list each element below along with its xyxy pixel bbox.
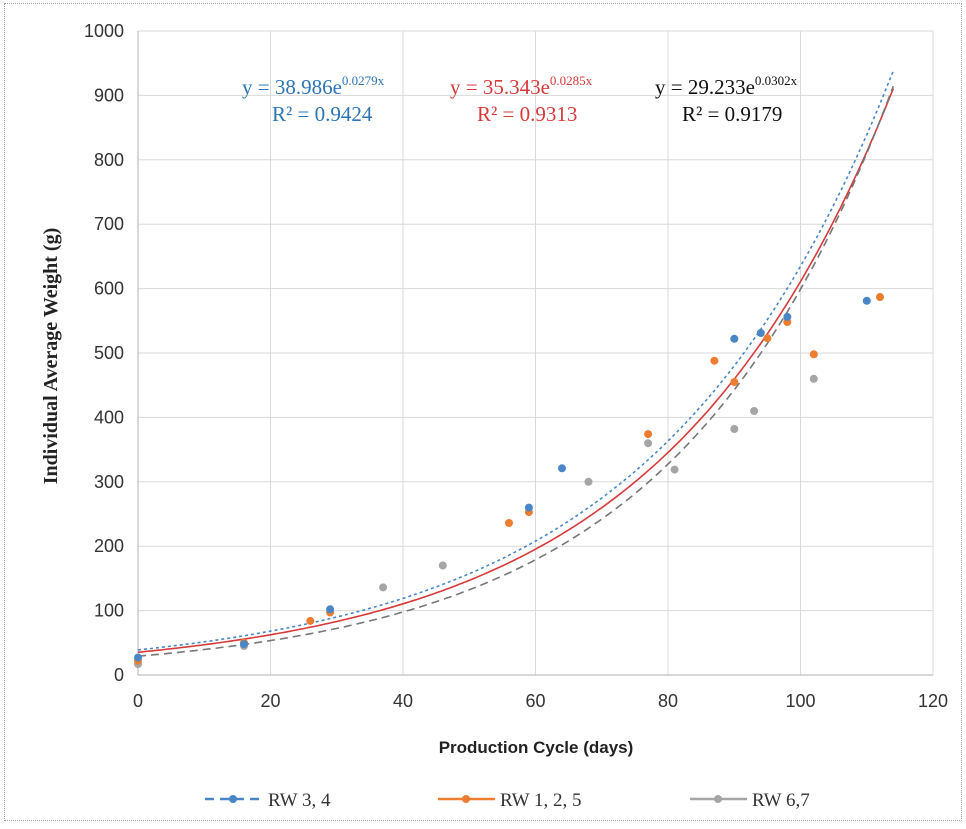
equation-rw67: y = 29.233e0.0302x R² = 0.9179 (655, 73, 798, 126)
y-tick-label: 0 (114, 665, 124, 685)
data-points (134, 293, 884, 669)
y-tick-label: 300 (94, 472, 124, 492)
y-tick-label: 500 (94, 343, 124, 363)
data-point (750, 407, 759, 415)
legend-item-rw67: RW 6,7 (690, 790, 810, 811)
trendlines (137, 70, 895, 657)
x-axis-title: Production Cycle (days) (439, 738, 634, 757)
equation-rw34-formula: y = 38.986e0.0279x (242, 73, 385, 99)
x-tick-label: 100 (785, 691, 815, 711)
data-point (876, 293, 884, 301)
legend-marker-rw67 (714, 795, 722, 803)
y-axis-title: Individual Average Weight (g) (40, 228, 62, 485)
data-point (584, 477, 593, 486)
data-point (783, 312, 792, 321)
y-tick-label: 900 (94, 85, 124, 105)
equation-rw67-r2: R² = 0.9179 (682, 102, 782, 126)
trendline-rw-6-7 (137, 85, 895, 657)
chart-frame (4, 3, 962, 821)
equation-rw125: y = 35.343e0.0285x R² = 0.9313 (450, 73, 593, 126)
legend-marker-rw125 (462, 795, 470, 803)
legend-item-rw34: RW 3, 4 (205, 790, 331, 811)
legend-label-rw125: RW 1, 2, 5 (500, 790, 581, 811)
data-point (379, 583, 388, 592)
data-point (306, 616, 315, 625)
equation-rw125-r2: R² = 0.9313 (477, 102, 577, 126)
y-tick-label: 100 (94, 601, 124, 621)
equation-rw67-formula: y = 29.233e0.0302x (655, 73, 798, 99)
legend-item-rw125: RW 1, 2, 5 (438, 790, 581, 811)
data-point (710, 356, 719, 365)
x-tick-label: 80 (658, 691, 678, 711)
equation-rw125-formula: y = 35.343e0.0285x (450, 73, 593, 99)
data-point (524, 503, 533, 512)
x-tick-label: 120 (918, 691, 948, 711)
data-point (558, 464, 566, 473)
data-point (756, 329, 765, 337)
y-tick-label: 200 (94, 536, 124, 556)
y-tick-label: 600 (94, 279, 124, 299)
legend: RW 3, 4 RW 1, 2, 5 RW 6,7 (205, 790, 810, 811)
data-point (438, 561, 447, 570)
equation-rw34: y = 38.986e0.0279x R² = 0.9424 (242, 73, 385, 126)
trendline-rw-3-4 (137, 70, 895, 651)
data-point (730, 425, 739, 433)
legend-label-rw34: RW 3, 4 (268, 790, 331, 811)
y-axis-tick-labels: 0 100 200 300 400 500 600 700 800 900 1000 (84, 21, 124, 685)
x-tick-label: 60 (525, 691, 545, 711)
gridlines (138, 30, 934, 675)
data-point (644, 439, 653, 448)
data-point (809, 350, 818, 359)
legend-label-rw67: RW 6,7 (752, 790, 810, 811)
x-tick-label: 0 (133, 691, 143, 711)
y-tick-label: 800 (94, 150, 124, 170)
data-point (240, 640, 248, 649)
data-point (505, 519, 513, 527)
data-point (644, 430, 653, 439)
x-tick-label: 40 (393, 691, 413, 711)
data-point (134, 653, 142, 662)
x-tick-label: 20 (260, 691, 280, 711)
data-point (730, 378, 739, 386)
data-point (326, 605, 335, 614)
data-point (763, 334, 772, 343)
y-tick-label: 700 (94, 214, 124, 234)
equation-rw34-r2: R² = 0.9424 (272, 102, 373, 126)
x-axis-tick-labels: 0 20 40 60 80 100 120 (133, 691, 948, 711)
data-point (670, 465, 679, 474)
data-point (809, 374, 818, 383)
data-point (730, 334, 739, 343)
data-point (862, 296, 871, 305)
y-tick-label: 400 (94, 407, 124, 427)
legend-marker-rw34 (229, 795, 237, 803)
y-tick-label: 1000 (84, 21, 124, 41)
axes (137, 31, 933, 676)
trendline-rw-1-2-5 (137, 88, 895, 653)
